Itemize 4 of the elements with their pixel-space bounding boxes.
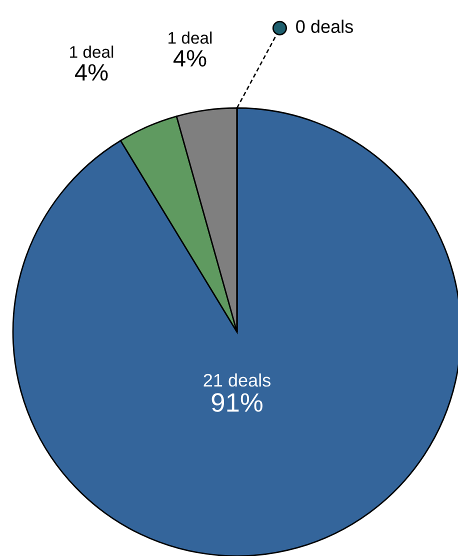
data-label: 1 deal 4% bbox=[168, 32, 212, 67]
text: 0 deals bbox=[296, 20, 353, 33]
data-label: 1 deal 4% bbox=[70, 46, 114, 81]
data-label: 21 deals 91% bbox=[204, 373, 270, 412]
